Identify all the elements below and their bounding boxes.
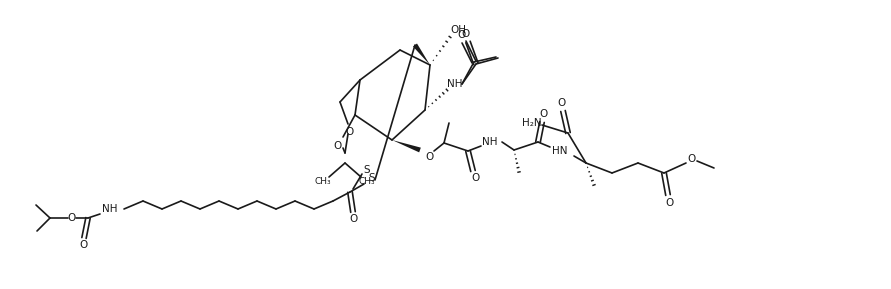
Text: O: O [462, 29, 470, 39]
Text: NH: NH [482, 137, 498, 147]
Text: O: O [346, 127, 354, 137]
Text: S: S [369, 173, 375, 183]
Text: O: O [557, 98, 565, 108]
Polygon shape [413, 44, 430, 65]
Text: O: O [425, 152, 433, 162]
Text: S: S [364, 165, 371, 175]
Text: O: O [666, 198, 674, 208]
Text: OH: OH [450, 25, 466, 35]
Text: O: O [540, 109, 548, 119]
Text: O: O [470, 173, 479, 183]
Text: O: O [688, 154, 696, 164]
Text: HN: HN [552, 146, 568, 156]
Text: H₂N: H₂N [522, 118, 542, 128]
Text: O: O [68, 213, 76, 223]
Text: CH₃: CH₃ [359, 177, 375, 186]
Text: O: O [350, 214, 358, 224]
Text: CH₃: CH₃ [315, 177, 331, 186]
Polygon shape [392, 140, 421, 152]
Text: NH: NH [447, 79, 462, 89]
Text: NH: NH [102, 204, 118, 214]
Text: O: O [334, 141, 342, 151]
Text: O: O [457, 30, 465, 40]
Text: O: O [79, 240, 87, 250]
